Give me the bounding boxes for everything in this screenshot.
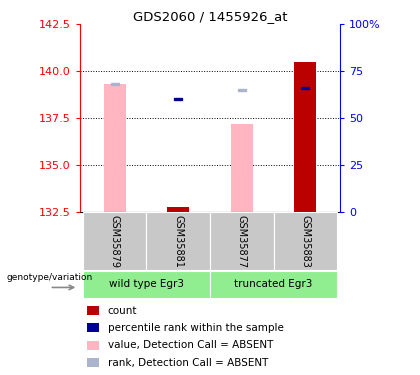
Bar	[294, 62, 316, 212]
Text: value, Detection Call = ABSENT: value, Detection Call = ABSENT	[108, 340, 273, 350]
Text: GSM35879: GSM35879	[110, 215, 120, 268]
Bar	[83, 271, 210, 298]
Bar	[104, 84, 126, 212]
Bar	[111, 84, 118, 86]
Text: rank, Detection Call = ABSENT: rank, Detection Call = ABSENT	[108, 358, 268, 368]
Text: percentile rank within the sample: percentile rank within the sample	[108, 323, 284, 333]
Bar	[238, 89, 246, 91]
Bar	[231, 124, 253, 212]
Text: GSM35877: GSM35877	[237, 215, 247, 268]
Bar	[87, 306, 99, 315]
Bar	[302, 87, 309, 89]
Text: wild type Egr3: wild type Egr3	[109, 279, 184, 289]
Bar	[83, 212, 147, 270]
Text: count: count	[108, 306, 137, 315]
Bar	[87, 358, 99, 367]
Bar	[174, 99, 182, 100]
Text: GSM35883: GSM35883	[300, 215, 310, 268]
Bar	[210, 271, 337, 298]
Bar	[210, 212, 273, 270]
Title: GDS2060 / 1455926_at: GDS2060 / 1455926_at	[133, 10, 287, 23]
Bar	[273, 212, 337, 270]
Text: genotype/variation: genotype/variation	[6, 273, 93, 282]
Bar	[147, 212, 210, 270]
Text: truncated Egr3: truncated Egr3	[234, 279, 313, 289]
Text: GSM35881: GSM35881	[173, 215, 183, 268]
Bar	[87, 323, 99, 332]
Bar	[87, 341, 99, 350]
Bar	[167, 207, 189, 212]
